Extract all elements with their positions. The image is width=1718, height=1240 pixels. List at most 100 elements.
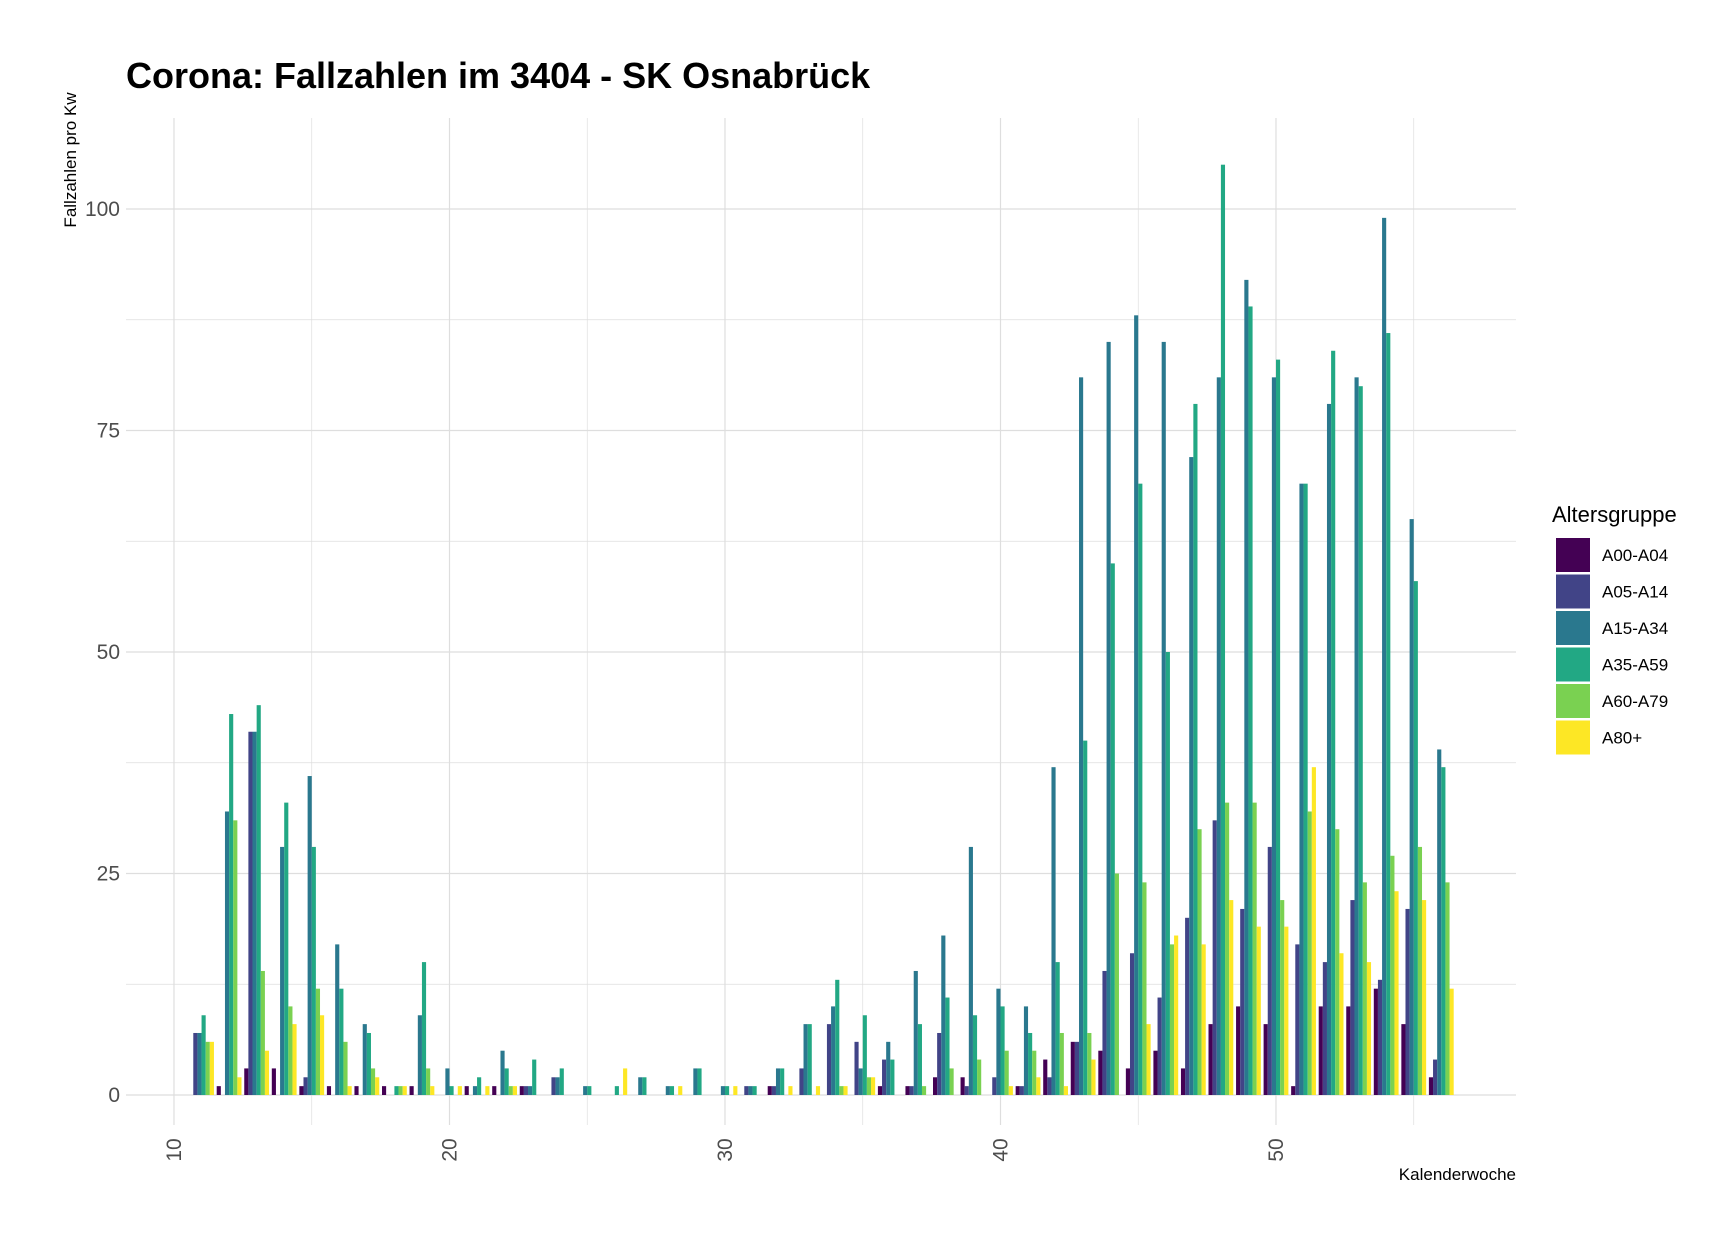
bar bbox=[1382, 217, 1387, 1096]
bar bbox=[528, 1086, 533, 1095]
bar bbox=[1165, 652, 1170, 1095]
bar bbox=[1263, 1024, 1268, 1095]
bar bbox=[945, 997, 950, 1095]
bar bbox=[1000, 1006, 1005, 1095]
bar bbox=[354, 1086, 359, 1095]
x-tick-labels: 10 20 30 40 50 bbox=[163, 1138, 1288, 1161]
bar bbox=[1201, 944, 1206, 1095]
bar bbox=[1229, 900, 1234, 1095]
bar bbox=[720, 1086, 725, 1095]
bar bbox=[472, 1086, 478, 1095]
bar bbox=[366, 1032, 371, 1095]
bar bbox=[1036, 1077, 1041, 1095]
bar bbox=[512, 1086, 517, 1095]
bar bbox=[445, 1068, 450, 1095]
chart-title: Corona: Fallzahlen im 3404 - SK Osnabrüc… bbox=[126, 55, 871, 96]
bar bbox=[256, 705, 261, 1095]
bar bbox=[500, 1050, 505, 1095]
bar bbox=[1015, 1086, 1020, 1095]
bar bbox=[1216, 377, 1221, 1096]
bar bbox=[748, 1086, 753, 1095]
bar bbox=[583, 1086, 588, 1095]
legend-swatch bbox=[1556, 538, 1590, 572]
bar bbox=[229, 714, 234, 1095]
bar bbox=[1331, 350, 1336, 1095]
bar bbox=[1413, 581, 1418, 1095]
bar bbox=[320, 1015, 325, 1095]
bar bbox=[1276, 359, 1281, 1095]
bar bbox=[343, 1041, 348, 1095]
bar bbox=[271, 1068, 276, 1095]
bar bbox=[1346, 1006, 1351, 1095]
bar bbox=[1394, 891, 1399, 1095]
bar bbox=[426, 1068, 431, 1095]
bar bbox=[409, 1086, 414, 1095]
bar bbox=[417, 1015, 422, 1095]
bar bbox=[1366, 962, 1372, 1095]
bar bbox=[264, 1050, 270, 1095]
bar bbox=[284, 802, 289, 1095]
y-tick-label: 25 bbox=[97, 863, 120, 886]
bar bbox=[559, 1068, 564, 1095]
bar bbox=[882, 1059, 887, 1095]
bar bbox=[1161, 341, 1166, 1095]
bar bbox=[771, 1086, 776, 1095]
bar bbox=[1358, 386, 1363, 1095]
bar bbox=[347, 1086, 352, 1095]
bar bbox=[871, 1077, 876, 1095]
bar bbox=[638, 1077, 643, 1095]
bar bbox=[216, 1086, 221, 1095]
legend-label: A15-A34 bbox=[1602, 619, 1668, 638]
bar bbox=[1280, 900, 1285, 1095]
bar bbox=[370, 1068, 376, 1095]
bar bbox=[224, 811, 230, 1095]
bar bbox=[1129, 953, 1135, 1095]
bar bbox=[382, 1086, 387, 1095]
bar bbox=[1445, 882, 1450, 1095]
bar bbox=[197, 1032, 202, 1095]
bar bbox=[1428, 1077, 1434, 1095]
bar bbox=[1138, 483, 1143, 1095]
bar bbox=[1047, 1077, 1052, 1095]
bar bbox=[1110, 563, 1115, 1095]
bar bbox=[964, 1086, 969, 1095]
bar bbox=[523, 1086, 529, 1095]
bar bbox=[532, 1059, 537, 1095]
bar bbox=[1433, 1059, 1438, 1095]
legend-label: A80+ bbox=[1602, 729, 1642, 748]
bar bbox=[977, 1059, 982, 1095]
bar bbox=[933, 1077, 938, 1095]
bar bbox=[1441, 767, 1446, 1095]
legend-swatch bbox=[1556, 720, 1590, 755]
y-axis-label: Fallzahlen pro Kw bbox=[61, 92, 80, 228]
bar bbox=[678, 1086, 683, 1095]
x-tick-label: 40 bbox=[990, 1138, 1013, 1161]
x-tick-label: 10 bbox=[163, 1138, 186, 1161]
bar bbox=[398, 1086, 403, 1095]
bar bbox=[1437, 749, 1442, 1095]
bar bbox=[843, 1086, 848, 1095]
bar bbox=[1326, 403, 1332, 1095]
bar bbox=[835, 979, 840, 1095]
bar bbox=[551, 1077, 556, 1095]
bar bbox=[1248, 306, 1253, 1096]
bar bbox=[1339, 953, 1344, 1095]
bar bbox=[1083, 740, 1088, 1095]
bar bbox=[1197, 829, 1202, 1095]
bar bbox=[905, 1086, 910, 1095]
bar bbox=[972, 1015, 978, 1095]
legend-label: A05-A14 bbox=[1602, 583, 1668, 602]
bar bbox=[937, 1032, 942, 1095]
bar bbox=[339, 988, 344, 1095]
bar bbox=[1267, 846, 1272, 1095]
bar bbox=[303, 1077, 308, 1095]
bar bbox=[1114, 873, 1119, 1095]
bar bbox=[1134, 315, 1139, 1095]
bar bbox=[280, 846, 285, 1095]
bar bbox=[1405, 908, 1410, 1095]
bar bbox=[992, 1077, 997, 1095]
bar bbox=[1212, 820, 1217, 1095]
bar bbox=[362, 1024, 367, 1095]
bar bbox=[1079, 377, 1084, 1096]
